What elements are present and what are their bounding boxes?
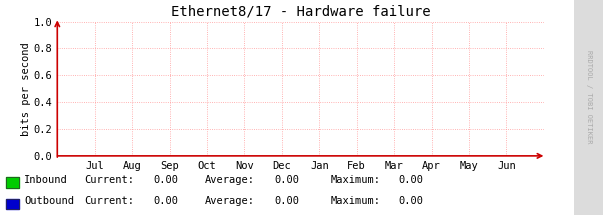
Text: Maximum:: Maximum: bbox=[330, 175, 380, 184]
Text: 0.00: 0.00 bbox=[398, 196, 423, 206]
Text: Maximum:: Maximum: bbox=[330, 196, 380, 206]
Y-axis label: bits per second: bits per second bbox=[21, 42, 31, 136]
Text: Outbound: Outbound bbox=[24, 196, 74, 206]
Text: Current:: Current: bbox=[84, 196, 134, 206]
Text: Average:: Average: bbox=[205, 175, 255, 184]
Text: Average:: Average: bbox=[205, 196, 255, 206]
Text: 0.00: 0.00 bbox=[274, 175, 299, 184]
Text: 0.00: 0.00 bbox=[398, 175, 423, 184]
Text: Inbound: Inbound bbox=[24, 175, 68, 184]
Text: Current:: Current: bbox=[84, 175, 134, 184]
Text: 0.00: 0.00 bbox=[274, 196, 299, 206]
Text: 0.00: 0.00 bbox=[154, 196, 178, 206]
Text: 0.00: 0.00 bbox=[154, 175, 178, 184]
Title: Ethernet8/17 - Hardware failure: Ethernet8/17 - Hardware failure bbox=[171, 5, 431, 19]
Text: RRDTOOL / TOBI OETIKER: RRDTOOL / TOBI OETIKER bbox=[586, 50, 592, 143]
